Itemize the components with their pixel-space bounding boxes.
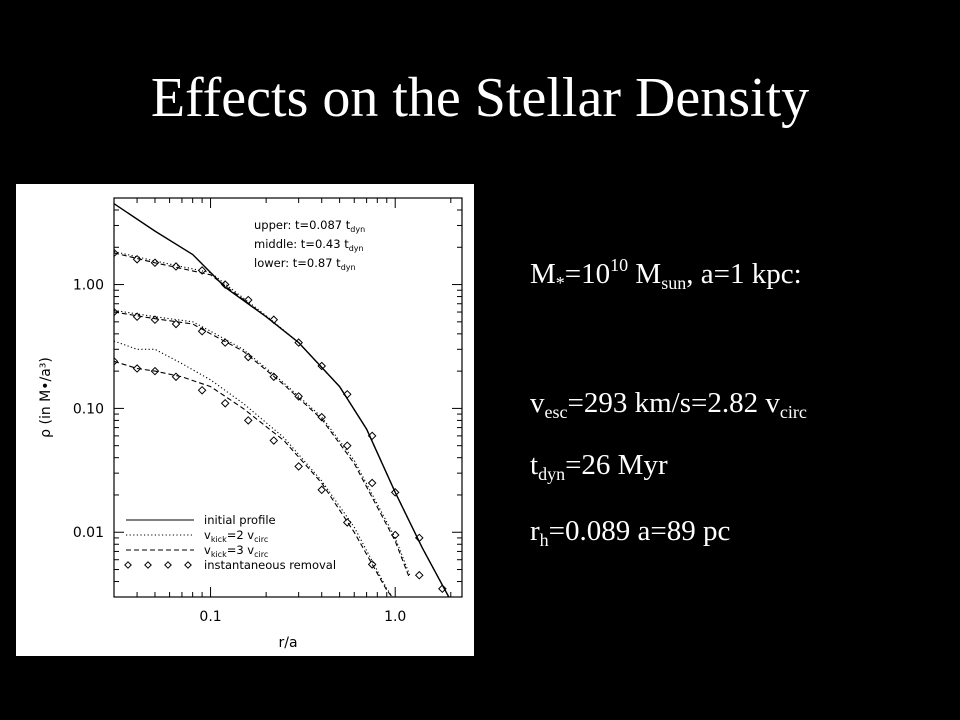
time-legend-entry: lower: t=0.87 tdyn — [254, 256, 356, 272]
data-point-diamond — [220, 398, 230, 408]
param-r-symbol: r — [530, 515, 540, 547]
legend-diamond-sample — [164, 561, 172, 569]
y-tick-label: 0.01 — [73, 525, 104, 541]
data-point-diamond — [342, 389, 352, 399]
data-point-diamond — [317, 485, 327, 495]
param-v-symbol: v — [530, 387, 545, 419]
param-v-subscript: esc — [544, 402, 568, 422]
series-line-dashed — [114, 311, 411, 580]
data-point-diamond — [114, 248, 119, 258]
series-line-dashed — [114, 360, 393, 597]
style-legend-entry: initial profile — [204, 513, 276, 527]
data-point-diamond — [342, 518, 352, 527]
data-point-diamond — [414, 533, 424, 543]
data-point-diamond — [269, 436, 279, 445]
data-point-diamond — [171, 262, 181, 271]
data-point-diamond — [243, 352, 253, 362]
legend-subscript: circ — [254, 535, 268, 544]
data-point-diamond — [150, 258, 160, 268]
param-m-exponent: 10 — [610, 255, 629, 275]
legend-diamond-sample — [144, 561, 152, 569]
plot-frame — [113, 197, 463, 598]
data-point-diamond — [269, 315, 279, 325]
param-msun-subscript: sun — [661, 273, 687, 293]
time-legend-subscript: dyn — [350, 225, 365, 234]
param-vesc-value: =293 km/s=2.82 v — [567, 387, 780, 419]
y-axis-label: ρ (in M•/a³) — [38, 357, 54, 438]
param-t-symbol: t — [530, 449, 539, 481]
data-point-diamond — [294, 462, 303, 471]
y-tick-label: 1.00 — [73, 278, 104, 294]
param-a-value: , a=1 kpc: — [686, 258, 802, 290]
data-point-diamond — [132, 312, 142, 322]
param-mass-scale: M*=1010 Msun, a=1 kpc: — [530, 248, 802, 300]
param-m-value: =10 — [564, 258, 611, 290]
param-tdyn-value: =26 Myr — [565, 449, 668, 481]
param-msun-symbol: M — [628, 258, 662, 290]
time-legend-entry: middle: t=0.43 tdyn — [254, 237, 364, 253]
data-point-diamond — [114, 357, 119, 366]
data-point-diamond — [197, 326, 207, 336]
data-point-diamond — [220, 338, 230, 347]
style-legend-entry: instantaneous removal — [204, 558, 336, 572]
legend-subscript: circ — [254, 550, 268, 559]
data-point-diamond — [171, 372, 181, 382]
param-t-subscript: dyn — [538, 464, 566, 484]
data-point-diamond — [294, 392, 303, 401]
data-point-diamond — [197, 266, 207, 275]
x-axis-label: r/a — [278, 635, 297, 651]
data-point-diamond — [317, 412, 327, 422]
data-point-diamond — [269, 372, 279, 382]
legend-diamond-sample — [124, 561, 132, 569]
data-point-diamond — [390, 530, 400, 540]
data-point-diamond — [243, 295, 253, 305]
series-line-dotted — [114, 309, 411, 576]
param-m-subscript: * — [555, 273, 565, 293]
legend-diamond-sample — [184, 561, 192, 569]
data-point-diamond — [171, 319, 181, 329]
data-point-diamond — [243, 416, 253, 425]
param-rh: rh=0.089 a=89 pc — [530, 514, 730, 557]
param-r-subscript: h — [539, 530, 549, 550]
param-tdyn: tdyn=26 Myr — [530, 448, 668, 491]
style-legend-entry: vkick=2 vcirc — [204, 528, 268, 544]
chart-panel: 0.1 1.0 0.01 0.10 1.00 r/a ρ (in M•/a³) upper: … — [16, 184, 474, 656]
data-point-diamond — [114, 307, 119, 317]
param-vcirc-subscript: circ — [779, 402, 807, 422]
time-legend-subscript: dyn — [341, 263, 356, 272]
param-rh-value: =0.089 a=89 pc — [548, 515, 731, 547]
data-point-diamond — [132, 364, 142, 373]
data-point-diamond — [414, 570, 424, 580]
series-line-dotted — [114, 250, 450, 597]
legend-text: =3 v — [227, 543, 255, 557]
data-point-diamond — [367, 560, 377, 569]
param-vesc: vesc=293 km/s=2.82 vcirc — [530, 386, 807, 429]
data-point-diamond — [197, 385, 207, 395]
data-point-diamond — [132, 254, 142, 264]
time-legend-subscript: dyn — [349, 244, 364, 253]
chart-svg: 0.1 1.0 0.01 0.10 1.00 r/a ρ (in M•/a³) upper: … — [38, 197, 463, 651]
x-tick-label: 0.1 — [199, 609, 221, 625]
data-point-diamond — [220, 280, 230, 289]
param-m-symbol: M — [530, 258, 556, 290]
slide-title: Effects on the Stellar Density — [150, 67, 810, 129]
style-legend-entry: vkick=3 vcirc — [204, 543, 268, 559]
legend-subscript: kick — [211, 535, 227, 544]
legend-subscript: kick — [211, 550, 227, 559]
x-tick-label: 1.0 — [384, 609, 406, 625]
data-point-diamond — [438, 584, 447, 594]
y-tick-label: 0.10 — [73, 401, 104, 417]
series-line-dotted — [114, 340, 394, 597]
data-point-diamond — [367, 431, 377, 441]
data-point-diamond — [390, 488, 400, 497]
data-point-diamond — [342, 441, 352, 450]
data-point-diamond — [317, 361, 327, 371]
time-legend-entry: upper: t=0.087 tdyn — [254, 218, 365, 234]
series-line-dashed — [114, 252, 450, 597]
data-point-diamond — [150, 315, 160, 325]
data-point-diamond — [150, 366, 160, 376]
legend-text: =2 v — [227, 528, 255, 542]
data-point-diamond — [367, 478, 377, 488]
data-point-diamond — [294, 338, 303, 347]
